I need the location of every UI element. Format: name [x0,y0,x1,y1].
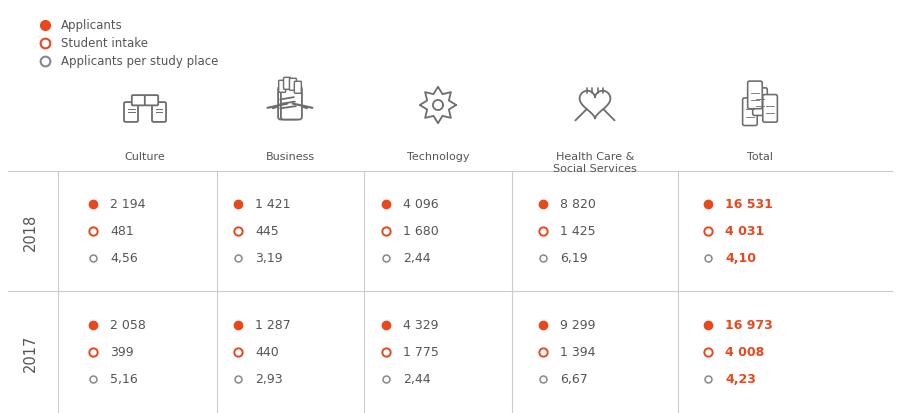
Text: Health Care &
Social Services: Health Care & Social Services [554,152,637,174]
Text: 1 421: 1 421 [255,198,291,211]
FancyBboxPatch shape [278,87,299,120]
Text: Business: Business [266,152,315,161]
Text: 1 680: 1 680 [403,225,439,238]
FancyBboxPatch shape [131,96,145,106]
FancyBboxPatch shape [124,103,138,123]
Text: 4 329: 4 329 [403,319,438,332]
Text: 2 058: 2 058 [110,319,146,332]
FancyBboxPatch shape [152,103,166,123]
Text: 16 531: 16 531 [725,198,773,211]
FancyBboxPatch shape [281,87,302,120]
Text: 5,16: 5,16 [110,373,138,386]
FancyBboxPatch shape [748,82,762,109]
Text: 440: 440 [255,346,279,358]
FancyBboxPatch shape [752,89,768,116]
Text: Total: Total [747,152,773,161]
Text: 8 820: 8 820 [560,198,596,211]
FancyBboxPatch shape [763,95,778,123]
Text: Applicants: Applicants [61,19,122,33]
Text: 4,56: 4,56 [110,252,138,265]
Text: Student intake: Student intake [61,38,148,50]
Text: Technology: Technology [407,152,469,161]
Text: 6,67: 6,67 [560,373,588,386]
FancyBboxPatch shape [145,96,158,106]
Text: 4,23: 4,23 [725,373,756,386]
Text: 2 194: 2 194 [110,198,146,211]
Text: 6,19: 6,19 [560,252,588,265]
FancyBboxPatch shape [294,82,302,94]
FancyBboxPatch shape [290,79,296,91]
Text: 2,44: 2,44 [403,373,430,386]
Text: Applicants per study place: Applicants per study place [61,55,219,68]
Text: 3,19: 3,19 [255,252,283,265]
FancyBboxPatch shape [742,99,757,126]
Text: Culture: Culture [124,152,166,161]
Text: 2018: 2018 [22,213,38,250]
Text: 1 425: 1 425 [560,225,596,238]
Text: 4 031: 4 031 [725,225,764,238]
Text: 481: 481 [110,225,134,238]
Text: 9 299: 9 299 [560,319,596,332]
Text: 1 394: 1 394 [560,346,596,358]
Text: 2,44: 2,44 [403,252,430,265]
Text: 2,93: 2,93 [255,373,283,386]
Text: 4 096: 4 096 [403,198,438,211]
FancyBboxPatch shape [279,81,285,93]
Text: 16 973: 16 973 [725,319,773,332]
Text: 1 287: 1 287 [255,319,291,332]
Text: 2017: 2017 [22,334,38,371]
FancyBboxPatch shape [284,78,291,90]
Text: 399: 399 [110,346,133,358]
Text: 4,10: 4,10 [725,252,756,265]
Text: 4 008: 4 008 [725,346,764,358]
Text: 1 775: 1 775 [403,346,439,358]
Text: 445: 445 [255,225,279,238]
